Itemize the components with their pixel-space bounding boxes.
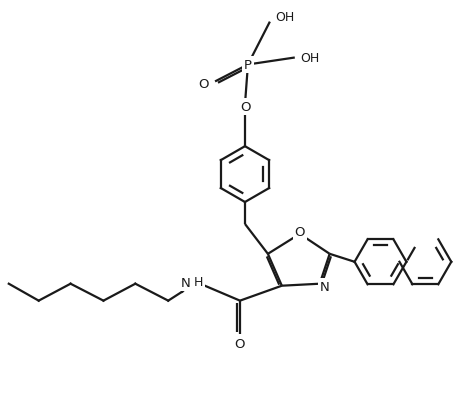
Text: H: H: [193, 275, 203, 288]
Text: OH: OH: [300, 52, 319, 65]
Text: O: O: [235, 337, 245, 350]
Text: O: O: [241, 101, 251, 113]
Text: O: O: [294, 226, 305, 239]
Text: OH: OH: [275, 11, 294, 24]
Text: N: N: [180, 277, 190, 290]
Text: N: N: [320, 281, 329, 294]
Text: O: O: [198, 78, 208, 91]
Text: P: P: [244, 59, 252, 72]
